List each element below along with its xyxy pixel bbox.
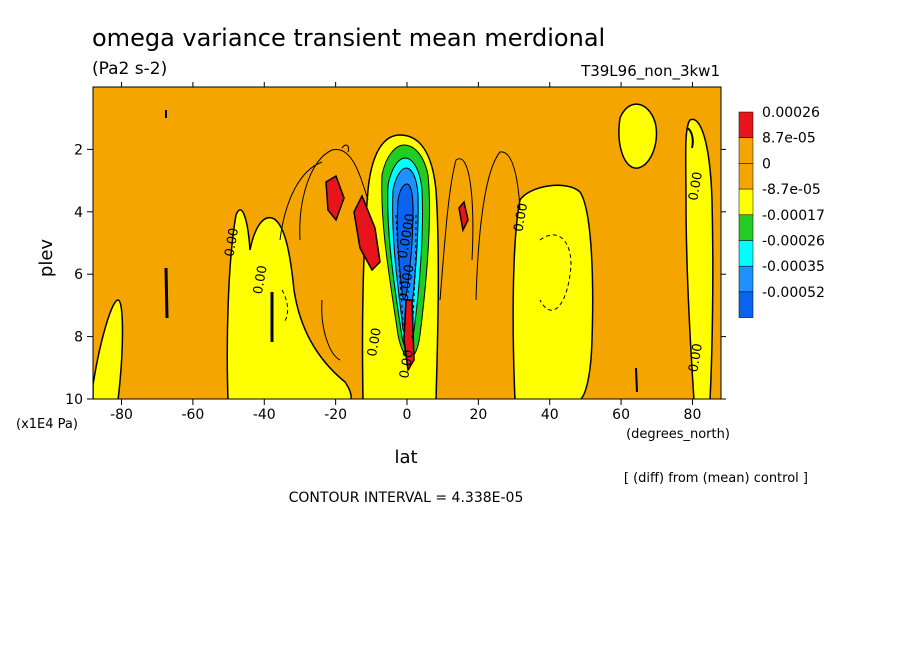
contour-fill-blue-core — [396, 183, 414, 300]
contour-value-label: 0.00 — [222, 227, 242, 258]
contour-line-15 — [686, 127, 694, 149]
x-axis-title: lat — [394, 447, 417, 468]
legend-level-label: 0.00026 — [762, 105, 820, 121]
contour-line-3 — [439, 158, 474, 301]
contour-line-7 — [539, 234, 572, 311]
legend-level-label: -8.7e-05 — [762, 182, 821, 198]
contour-line-8 — [281, 289, 289, 323]
x-tick-label: 0 — [403, 407, 412, 423]
y-tick-label: 4 — [74, 205, 83, 221]
legend-level-label: 8.7e-05 — [762, 131, 816, 147]
legend-level-label: -0.00035 — [762, 259, 825, 275]
y-axis: 2 4 6 8 10 — [65, 142, 726, 408]
x-tick-label: -20 — [324, 407, 347, 423]
contour-line-1 — [299, 149, 369, 241]
x-tick-label: 20 — [469, 407, 487, 423]
legend-color-swatch — [738, 214, 754, 241]
x-tick-label: 40 — [541, 407, 559, 423]
contour-fill-red-1 — [325, 174, 345, 222]
contour-value-label: 0.00 — [365, 327, 385, 358]
chart-title: omega variance transient mean merdional — [92, 24, 605, 52]
contour-value-label: 0.00 — [686, 171, 706, 202]
contour-line-2 — [279, 161, 323, 241]
y-axis-title: plev — [36, 239, 57, 278]
contour-lines — [164, 110, 694, 393]
contour-value-label: 0.00 — [686, 342, 706, 373]
legend-level-label: -0.00026 — [762, 234, 825, 250]
chart-units: (Pa2 s-2) — [92, 59, 167, 79]
y-tick-label: 8 — [74, 330, 83, 346]
y-tick-label: 2 — [74, 142, 83, 158]
contour-line-12 — [164, 267, 169, 319]
legend-color-swatch — [738, 240, 754, 267]
contour-line-10 — [411, 214, 417, 341]
contour-fill-yellow-nh-upper — [618, 103, 658, 169]
x-tick-label: -60 — [181, 407, 204, 423]
legend-color-swatch — [738, 111, 754, 138]
x-tick-label: -40 — [253, 407, 276, 423]
comparison-note: [ (diff) from (mean) control ] — [624, 471, 808, 486]
contour-fill-red-4 — [403, 299, 415, 373]
x-axis-units: (degrees_north) — [626, 427, 730, 442]
legend-level-label: 0 — [762, 156, 771, 172]
y-tick-label: 10 — [65, 392, 83, 408]
x-tick-label: 80 — [684, 407, 702, 423]
contour-value-label: 0.000 — [397, 263, 418, 302]
contour-line-14 — [635, 367, 638, 393]
contour-value-label: 0.00 — [397, 349, 417, 380]
contour-value-label: 0.00 — [511, 202, 531, 233]
legend-level-label: -0.00052 — [762, 285, 825, 301]
contour-fill-yellow-sh-mid — [226, 209, 352, 399]
legend-color-swatch — [738, 163, 754, 190]
contour-line-5 — [321, 299, 341, 361]
contour-value-label: 0.00 — [251, 264, 271, 295]
y-tick-label: 6 — [74, 267, 83, 283]
contour-line-6 — [341, 144, 349, 153]
contour-fill-yellow-sh-polar — [93, 299, 124, 399]
contour-fill-yellow-nh-mid — [512, 184, 594, 399]
legend-color-swatch — [738, 137, 754, 164]
contour-interval-label: CONTOUR INTERVAL = 4.338E-05 — [289, 490, 524, 506]
contour-fill-red-2 — [353, 194, 381, 272]
y-axis-units: (x1E4 Pa) — [16, 417, 78, 432]
legend-color-swatch — [738, 188, 754, 216]
run-label: T39L96_non_3kw1 — [580, 62, 720, 81]
x-tick-label: -80 — [110, 407, 133, 423]
legend-color-swatch — [738, 291, 754, 318]
contour-line-4 — [475, 151, 521, 301]
legend-level-label: -0.00017 — [762, 208, 825, 224]
contour-line-9 — [395, 214, 405, 341]
x-axis: -80 -60 -40 -20 0 20 40 60 80 — [110, 82, 701, 423]
color-legend: 0.00026 8.7e-05 0 -8.7e-05 -0.00017 -0.00026 -… — [738, 105, 825, 318]
contour-fill-yellow-nh-polar — [684, 118, 714, 399]
contour-fill-red-3 — [458, 200, 469, 233]
x-tick-label: 60 — [612, 407, 630, 423]
legend-color-swatch — [738, 265, 754, 293]
